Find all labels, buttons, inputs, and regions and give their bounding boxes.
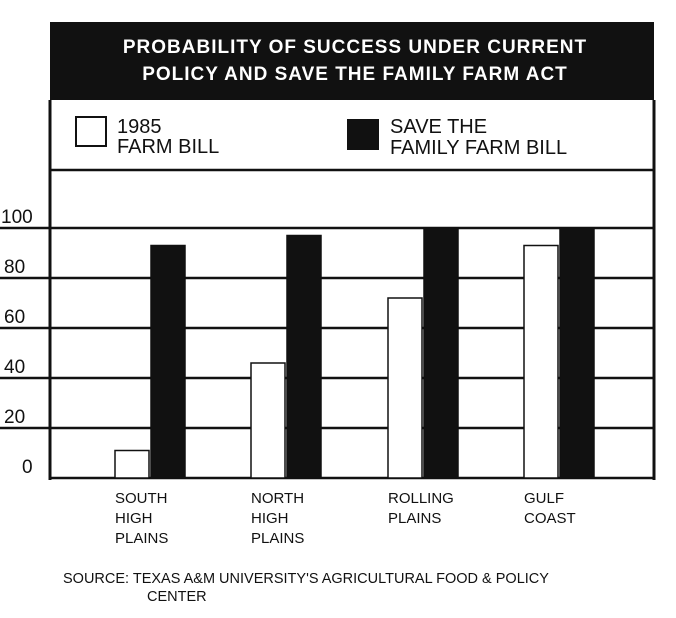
legend-label-save-line-2: FAMILY FARM BILL (390, 137, 567, 159)
bar-1985-2 (387, 297, 423, 479)
x-axis-categories: SOUTH HIGH PLAINS NORTH HIGH PLAINS ROLLING PLA… (115, 490, 576, 547)
legend-swatch-1985 (75, 116, 107, 147)
title-bar (50, 22, 654, 100)
bar-save-2 (423, 227, 459, 479)
category-label-2-line-1: PLAINS (388, 510, 441, 527)
legend-label-1985-line-1: 1985 (117, 116, 162, 138)
source-line-1: SOURCE: TEXAS A&M UNIVERSITY'S AGRICULTU… (63, 571, 549, 587)
category-label-0-line-0: SOUTH (115, 490, 168, 507)
category-label-1-line-0: NORTH (251, 490, 304, 507)
category-label-0-line-2: PLAINS (115, 530, 168, 547)
y-axis-ticks: 0 20 40 60 80 100 (1, 207, 33, 478)
bars (114, 227, 595, 479)
category-label-2-line-0: ROLLING (388, 490, 454, 507)
legend-swatch-save (347, 119, 379, 150)
category-label-0-line-1: HIGH (115, 510, 153, 527)
category-label-1-line-2: PLAINS (251, 530, 304, 547)
legend: 1985 FARM BILL SAVE THE FAMILY FARM BILL (75, 116, 567, 159)
y-tick-label-60: 60 (4, 307, 25, 328)
y-tick-label-0: 0 (22, 457, 33, 478)
y-tick-label-80: 80 (4, 257, 25, 278)
category-label-3-line-0: GULF (524, 490, 564, 507)
bar-save-0 (150, 244, 186, 479)
y-tick-label-100: 100 (1, 207, 33, 228)
bar-1985-1 (250, 362, 286, 479)
y-tick-label-40: 40 (4, 357, 25, 378)
bar-save-3 (559, 227, 595, 479)
category-label-1-line-1: HIGH (251, 510, 289, 527)
y-tick-label-20: 20 (4, 407, 25, 428)
category-label-3-line-1: COAST (524, 510, 576, 527)
bar-save-1 (286, 234, 322, 479)
legend-label-1985-line-2: FARM BILL (117, 136, 219, 158)
legend-label-save-line-1: SAVE THE (390, 116, 487, 138)
chart-title-line-2: POLICY AND SAVE THE FAMILY FARM ACT (142, 64, 568, 85)
chart-title-line-1: PROBABILITY OF SUCCESS UNDER CURRENT (123, 37, 587, 58)
bar-1985-3 (523, 244, 559, 479)
source-line-2: CENTER (147, 589, 207, 605)
bar-1985-0 (114, 449, 150, 479)
